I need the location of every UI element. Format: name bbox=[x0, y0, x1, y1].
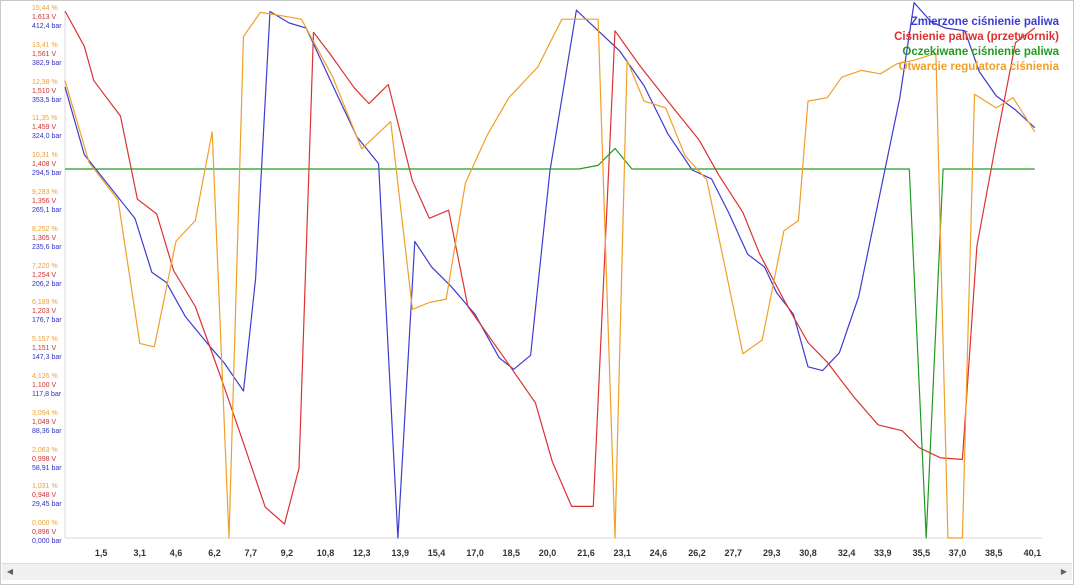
legend-item-1: Ciśnienie paliwa (przetwornik) bbox=[894, 31, 1059, 43]
y-tick-label-bar: 353,5 bar bbox=[32, 96, 62, 104]
y-tick-label-volts: 1,305 V bbox=[32, 234, 57, 242]
y-tick-label-percent: 9,283 % bbox=[32, 189, 58, 196]
y-tick-label-percent: 4,126 % bbox=[32, 373, 58, 380]
y-tick-label-percent: 10,31 % bbox=[32, 152, 58, 160]
plot-area bbox=[64, 2, 1042, 539]
series-line-1 bbox=[64, 10, 1036, 525]
series-line-2 bbox=[65, 147, 1035, 539]
series-line-0 bbox=[64, 2, 1036, 539]
series-line-3 bbox=[64, 11, 1036, 539]
y-tick-label-volts: 0,896 V bbox=[32, 529, 57, 537]
x-tick-label: 37,0 bbox=[948, 548, 967, 558]
y-tick-label-volts: 1,613 V bbox=[32, 14, 57, 21]
x-tick-label: 18,5 bbox=[502, 548, 521, 558]
y-tick-label-volts: 1,408 V bbox=[32, 161, 57, 169]
y-tick-label-volts: 1,356 V bbox=[32, 198, 57, 205]
scroll-left-arrow-icon[interactable]: ◀ bbox=[6, 567, 14, 576]
horizontal-scrollbar[interactable]: ◀ ▶ bbox=[2, 563, 1072, 580]
y-tick-label-percent: 12,38 % bbox=[32, 78, 58, 86]
scroll-right-arrow-icon[interactable]: ▶ bbox=[1060, 567, 1068, 576]
y-tick-label-bar: 265,1 bar bbox=[32, 207, 62, 214]
y-tick-label-percent: 13,41 % bbox=[32, 41, 58, 49]
y-tick-label-bar: 29,45 bar bbox=[32, 501, 62, 509]
y-tick-label-bar: 412,4 bar bbox=[32, 23, 62, 30]
x-tick-label: 9,2 bbox=[280, 548, 294, 558]
x-tick-label: 38,5 bbox=[984, 548, 1003, 558]
x-tick-label: 17,0 bbox=[466, 548, 484, 558]
y-tick-label-percent: 2,063 % bbox=[32, 446, 58, 454]
x-tick-label: 21,6 bbox=[577, 548, 595, 558]
x-tick-label: 4,6 bbox=[169, 548, 183, 558]
y-tick-label-bar: 88,36 bar bbox=[32, 427, 62, 435]
y-tick-label-bar: 58,91 bar bbox=[32, 464, 62, 472]
x-tick-label: 32,4 bbox=[837, 548, 856, 558]
x-tick-label: 40,1 bbox=[1023, 548, 1042, 558]
y-tick-label-bar: 235,6 bar bbox=[32, 243, 62, 251]
y-tick-label-percent: 11,35 % bbox=[32, 115, 58, 123]
x-tick-label: 6,2 bbox=[208, 548, 221, 558]
x-tick-label: 35,5 bbox=[912, 548, 931, 558]
x-tick-label: 7,7 bbox=[244, 548, 258, 558]
y-tick-label-volts: 0,948 V bbox=[32, 492, 57, 500]
y-tick-label-bar: 0,000 bar bbox=[32, 538, 62, 546]
x-tick-label: 15,4 bbox=[427, 548, 446, 558]
x-tick-label: 27,7 bbox=[724, 548, 742, 558]
y-tick-label-bar: 294,5 bar bbox=[32, 170, 62, 178]
y-tick-label-percent: 8,252 % bbox=[32, 225, 58, 233]
x-tick-label: 20,0 bbox=[538, 548, 557, 558]
y-tick-label-volts: 1,049 V bbox=[32, 418, 57, 426]
y-tick-label-percent: 1,031 % bbox=[32, 483, 58, 491]
y-tick-label-bar: 382,9 bar bbox=[32, 59, 62, 67]
y-tick-label-volts: 1,510 V bbox=[32, 87, 57, 95]
legend: Zmierzone ciśnienie paliwa Ciśnienie pali… bbox=[894, 15, 1059, 75]
x-tick-label: 10,8 bbox=[316, 548, 335, 558]
y-tick-label-volts: 1,254 V bbox=[32, 271, 57, 279]
y-tick-label-bar: 147,3 bar bbox=[32, 354, 62, 362]
y-tick-label-bar: 324,0 bar bbox=[32, 133, 62, 141]
x-tick-label: 3,1 bbox=[133, 548, 147, 558]
legend-item-3: Otwarcie regulatora ciśnienia bbox=[898, 61, 1059, 73]
y-tick-label-bar: 117,8 bar bbox=[32, 391, 62, 398]
legend-item-0: Zmierzone ciśnienie paliwa bbox=[910, 16, 1059, 28]
legend-item-2: Oczekiwane ciśnienie paliwa bbox=[902, 46, 1059, 58]
y-tick-label-percent: 5,157 % bbox=[32, 336, 58, 344]
x-tick-label: 29,3 bbox=[763, 548, 781, 558]
y-tick-label-volts: 1,151 V bbox=[32, 345, 57, 353]
y-tick-label-percent: 0,000 % bbox=[32, 520, 58, 528]
x-tick-label: 30,8 bbox=[799, 548, 817, 558]
y-tick-label-percent: 7,220 % bbox=[32, 262, 58, 270]
y-tick-label-volts: 1,459 V bbox=[32, 124, 57, 132]
y-tick-label-volts: 1,203 V bbox=[32, 308, 57, 316]
y-tick-label-percent: 3,094 % bbox=[32, 409, 58, 417]
x-tick-label: 23,1 bbox=[613, 548, 632, 558]
x-tick-label: 26,2 bbox=[688, 548, 706, 558]
y-tick-label-volts: 0,998 V bbox=[32, 455, 57, 463]
x-tick-label: 12,3 bbox=[352, 548, 371, 558]
y-tick-label-volts: 1,100 V bbox=[32, 382, 57, 389]
y-tick-label-bar: 176,7 bar bbox=[32, 317, 62, 325]
x-tick-label: 1,5 bbox=[94, 548, 108, 558]
x-tick-label: 33,9 bbox=[874, 548, 892, 558]
y-tick-label-percent: 15,44 % bbox=[32, 5, 58, 12]
y-tick-label-volts: 1,561 V bbox=[32, 50, 57, 58]
y-tick-label-bar: 206,2 bar bbox=[32, 280, 62, 288]
y-tick-label-percent: 6,189 % bbox=[32, 299, 58, 307]
x-tick-label: 13,9 bbox=[391, 548, 410, 558]
x-tick-label: 24,6 bbox=[649, 548, 668, 558]
